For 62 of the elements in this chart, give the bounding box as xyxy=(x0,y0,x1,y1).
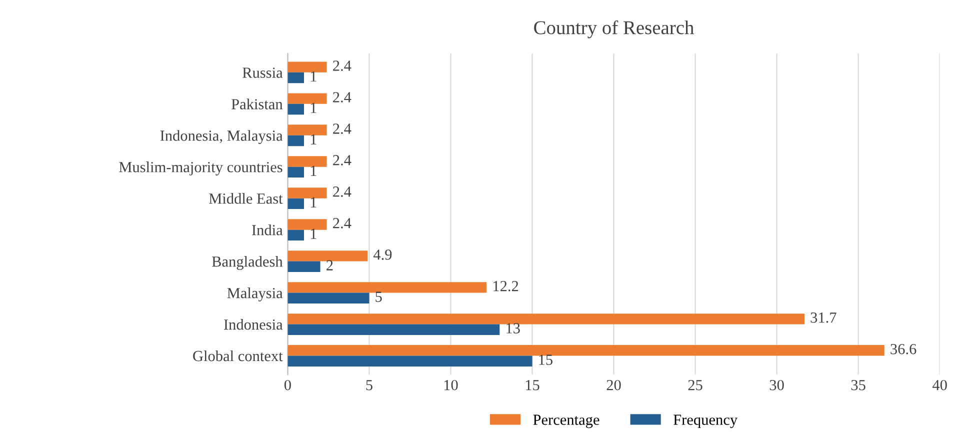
bar xyxy=(288,156,327,167)
bar xyxy=(288,261,320,272)
bar xyxy=(288,282,487,293)
x-tick-label: 5 xyxy=(366,380,372,390)
data-label: 1 xyxy=(310,166,316,176)
legend-label: Frequency xyxy=(674,414,738,428)
y-tick-label: Bangladesh xyxy=(212,256,283,270)
bar xyxy=(288,166,304,178)
bar xyxy=(288,292,370,304)
y-tick-label: Global context xyxy=(193,350,283,362)
y-tick-label: Muslim-majority countries xyxy=(119,162,282,176)
bar xyxy=(288,250,368,262)
data-label: 2.4 xyxy=(333,124,352,134)
data-label: 2.4 xyxy=(333,186,352,197)
x-tick-label: 10 xyxy=(444,380,458,390)
data-label: 1 xyxy=(310,71,316,82)
y-tick-label: Indonesia, Malaysia xyxy=(160,130,283,144)
bar xyxy=(288,356,532,366)
data-label: 1 xyxy=(310,228,316,239)
bar xyxy=(288,324,500,335)
bar xyxy=(288,135,304,146)
data-label: 36.6 xyxy=(890,344,916,354)
bar xyxy=(288,124,327,136)
data-label: 2 xyxy=(326,260,333,270)
data-label: 31.7 xyxy=(810,312,836,323)
data-label: 2.4 xyxy=(333,218,352,228)
x-tick-label: 35 xyxy=(851,380,866,390)
y-tick-label: Pakistan xyxy=(232,98,283,110)
bar xyxy=(288,345,884,356)
data-label: 13 xyxy=(506,323,520,334)
data-label: 1 xyxy=(310,197,316,208)
data-label: 5 xyxy=(376,292,382,302)
bar xyxy=(288,93,327,104)
y-tick-label: Indonesia xyxy=(224,318,283,330)
bar xyxy=(288,188,327,198)
y-tick-label: Middle East xyxy=(209,193,283,204)
x-tick-label: 0 xyxy=(284,380,291,390)
bar xyxy=(288,219,327,230)
y-tick-label: India xyxy=(252,224,283,236)
x-tick-label: 40 xyxy=(932,380,947,390)
x-tick-label: 15 xyxy=(526,380,540,390)
y-tick-label: Russia xyxy=(242,68,283,78)
data-label: 2.4 xyxy=(333,92,352,102)
data-label: 12.2 xyxy=(493,280,518,292)
x-tick-label: 20 xyxy=(606,380,621,390)
data-label: 2.4 xyxy=(333,60,352,71)
x-tick-label: 30 xyxy=(770,380,784,390)
bar xyxy=(288,104,304,115)
chart-title: Country of Research xyxy=(534,20,694,38)
legend-label: Percentage xyxy=(533,414,600,428)
data-label: 1 xyxy=(310,102,316,113)
bar xyxy=(288,230,304,241)
data-label: 15 xyxy=(539,354,552,365)
x-tick-label: 25 xyxy=(688,380,702,390)
bar xyxy=(288,198,304,210)
bar xyxy=(288,314,805,324)
data-label: 4.9 xyxy=(373,250,392,260)
data-label: 1 xyxy=(310,134,316,144)
bar xyxy=(288,72,304,84)
bar xyxy=(288,62,327,72)
data-label: 2.4 xyxy=(333,155,352,166)
y-tick-label: Malaysia xyxy=(227,287,283,302)
